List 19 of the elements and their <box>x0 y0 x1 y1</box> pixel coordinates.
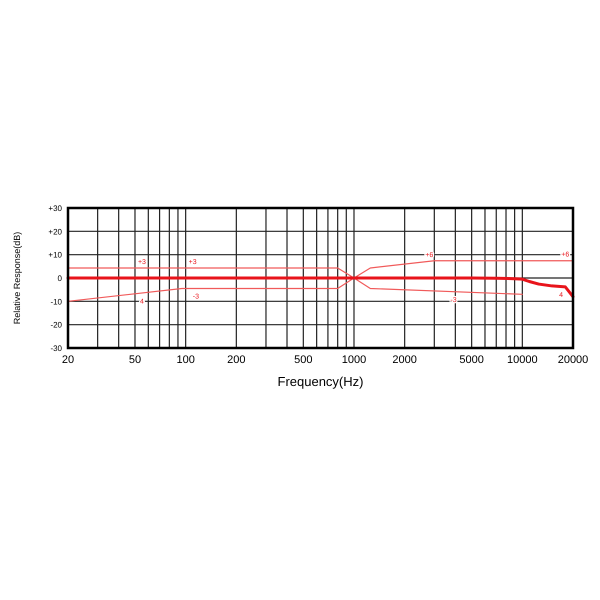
y-tick-label: -30 <box>50 344 63 353</box>
x-tick-label: 5000 <box>459 354 484 366</box>
x-tick-label: 10000 <box>507 354 538 366</box>
x-tick-label: 20 <box>62 354 74 366</box>
y-tick-label: -10 <box>50 297 63 306</box>
x-tick-label: 50 <box>128 354 142 366</box>
y-axis-title: Relative Response(dB) <box>12 232 22 324</box>
y-tick-label: -20 <box>50 320 63 330</box>
x-tick-label: 2000 <box>392 354 417 366</box>
y-tick-label: +10 <box>48 250 63 260</box>
x-tick-label: 100 <box>176 354 195 366</box>
y-tick-label: 0 <box>58 274 63 283</box>
x-tick-label: 1000 <box>342 354 366 366</box>
y-tick-label: +30 <box>48 204 63 213</box>
x-axis-title: Frequency(Hz) <box>278 374 364 389</box>
x-tick-label: 200 <box>227 354 246 366</box>
x-tick-label: 20000 <box>558 354 588 366</box>
y-tick-label: +20 <box>48 227 63 236</box>
x-tick-label: 500 <box>294 354 312 366</box>
